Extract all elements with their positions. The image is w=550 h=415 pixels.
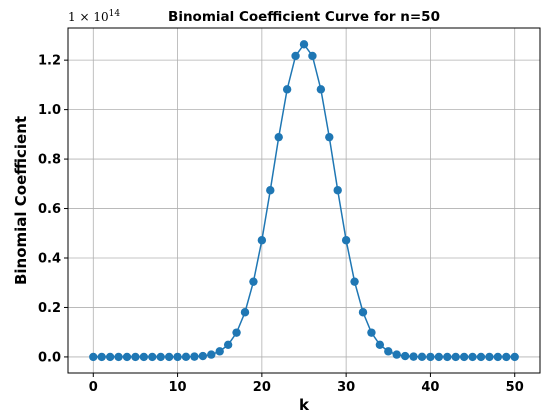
data-point <box>164 352 174 362</box>
x-tick-label: 30 <box>337 380 355 395</box>
y-tick-label: 0.0 <box>38 350 61 365</box>
data-point <box>89 352 98 362</box>
data-point <box>451 352 460 362</box>
data-point <box>392 350 401 359</box>
y-offset-label: 1 × 1014 <box>68 9 120 24</box>
data-point <box>493 352 503 362</box>
x-tick-label: 40 <box>421 380 439 395</box>
x-tick-label: 50 <box>506 380 524 395</box>
data-point <box>476 352 486 362</box>
y-axis-label: Binomial Coefficient <box>12 116 30 285</box>
x-tick-label: 20 <box>253 380 271 395</box>
data-point <box>97 352 106 362</box>
data-point <box>257 236 267 245</box>
data-point <box>384 347 393 356</box>
x-axis-label: k <box>299 396 310 414</box>
data-point <box>274 132 283 142</box>
chart-title: Binomial Coefficient Curve for n=50 <box>168 9 440 25</box>
data-point <box>105 352 115 362</box>
data-point <box>240 308 250 317</box>
y-tick-label: 0.2 <box>38 301 61 316</box>
data-point <box>358 308 368 317</box>
y-offset-base: 1 × 10 <box>68 10 109 24</box>
data-point <box>131 352 140 362</box>
y-tick-label: 0.6 <box>38 202 61 217</box>
y-offset-exponent: 14 <box>109 9 121 19</box>
plot-frame <box>67 27 541 374</box>
series-line <box>93 43 515 358</box>
data-point <box>316 85 326 94</box>
data-point <box>325 132 334 142</box>
data-point <box>223 340 233 350</box>
data-point <box>299 40 309 49</box>
data-point <box>282 85 292 94</box>
data-point <box>207 350 216 359</box>
tick-layer: 0 10 20 30 40 50 0.0 0.2 0.4 0.6 0.8 1.0 1.2 <box>38 54 524 395</box>
y-tick-label: 0.8 <box>38 153 61 168</box>
data-point <box>367 328 376 337</box>
data-point <box>139 352 149 362</box>
data-point <box>434 352 444 362</box>
data-point <box>190 352 199 361</box>
x-tick-label: 10 <box>169 380 187 395</box>
data-point <box>417 352 427 362</box>
data-point <box>148 352 157 362</box>
data-point <box>291 51 300 61</box>
data-point <box>409 352 418 361</box>
data-point <box>443 352 452 362</box>
data-point <box>198 351 208 361</box>
data-point <box>266 186 275 195</box>
data-point <box>156 352 165 362</box>
data-point <box>400 351 410 361</box>
data-point <box>510 352 519 362</box>
data-point <box>249 277 258 286</box>
data-point <box>114 352 123 362</box>
series-layer <box>89 40 519 362</box>
data-point <box>375 340 385 350</box>
data-point <box>468 352 477 362</box>
data-point <box>333 186 342 195</box>
data-point <box>232 328 241 337</box>
data-point <box>122 352 132 362</box>
data-point <box>350 277 359 286</box>
y-tick-label: 1.0 <box>38 103 61 118</box>
data-point <box>173 352 182 362</box>
data-point <box>485 352 494 362</box>
x-tick-label: 0 <box>89 380 98 395</box>
grid-layer <box>68 28 540 373</box>
data-point <box>308 51 317 61</box>
data-point <box>502 352 511 362</box>
data-point <box>181 352 191 362</box>
data-point <box>215 347 224 356</box>
data-point <box>459 352 469 362</box>
data-point <box>341 236 351 245</box>
y-tick-label: 1.2 <box>38 54 61 69</box>
data-point <box>426 352 435 362</box>
y-tick-label: 0.4 <box>38 252 61 267</box>
